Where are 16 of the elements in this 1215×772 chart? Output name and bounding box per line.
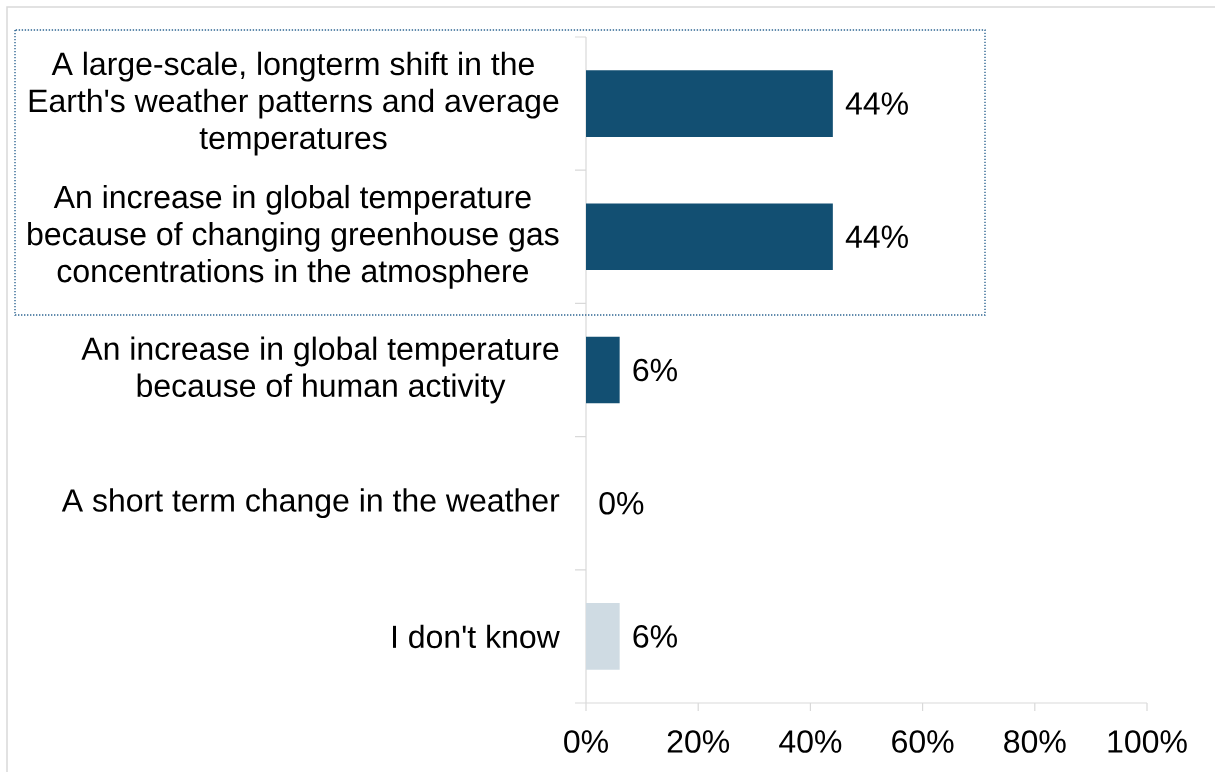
- data-label: 6%: [633, 358, 677, 382]
- x-tick-label: 20%: [667, 730, 730, 753]
- data-label: 44%: [845, 225, 908, 248]
- y-tick-label: A short term change in the weather: [61, 488, 560, 519]
- x-tick-label: 0%: [564, 730, 608, 753]
- data-label: 6%: [633, 625, 677, 648]
- x-tick-label: 40%: [779, 730, 842, 753]
- data-label: 0%: [599, 491, 644, 515]
- data-label: 44%: [845, 92, 908, 115]
- x-tick-label: 100%: [1108, 730, 1187, 753]
- y-tick-label: A large-scale, longterm shift in the Earth's weather patterns and average temperatures: [29, 51, 559, 156]
- y-tick-label: I don't know: [392, 624, 560, 649]
- x-tick-label: 60%: [892, 730, 954, 753]
- y-tick-label: An increase in global temperature because of changing greenhouse gas concentrations in the atmosphere: [28, 184, 559, 289]
- y-tick-label: An increase in global temperature because of human activity: [81, 336, 559, 404]
- x-tick-label: 80%: [1004, 730, 1066, 753]
